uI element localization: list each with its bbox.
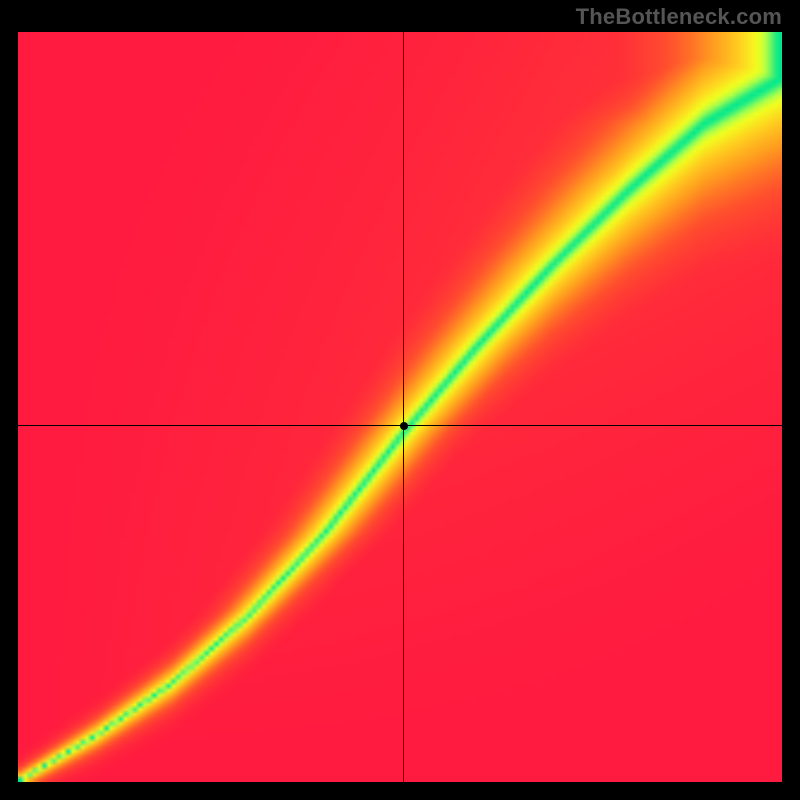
heatmap-canvas: [18, 32, 782, 782]
watermark-text: TheBottleneck.com: [576, 4, 782, 30]
crosshair-marker: [400, 422, 408, 430]
chart-frame: TheBottleneck.com: [0, 0, 800, 800]
plot-area: [18, 32, 782, 782]
crosshair-vertical: [403, 32, 404, 782]
